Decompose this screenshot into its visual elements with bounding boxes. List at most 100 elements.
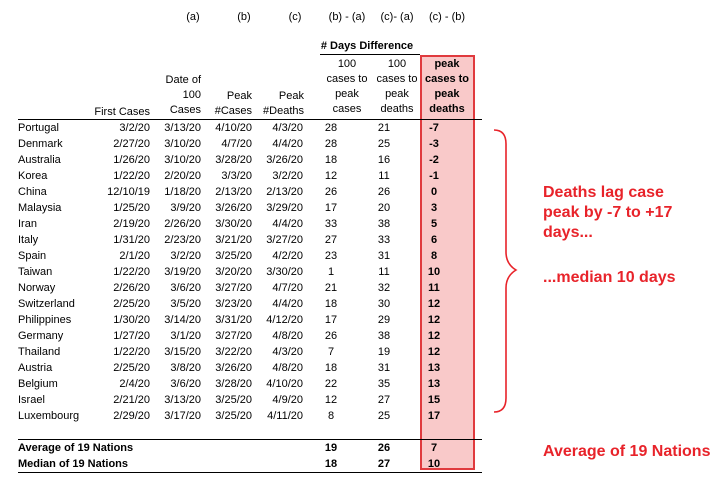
cell-date-100-cases: 3/9/20 — [170, 202, 201, 214]
cell-days-100-to-peak-deaths: 27 — [377, 394, 391, 406]
cell-days-peak-cases-to-peak-deaths: 6 — [430, 234, 438, 246]
cell-date-100-cases: 3/6/20 — [170, 282, 201, 294]
table-row: Norway 2/26/20 3/6/20 3/27/20 4/7/20 21 32 11 — [18, 280, 459, 296]
table-row: Thailand 1/22/20 3/15/20 3/22/20 4/3/20 7 19 12 — [18, 344, 459, 360]
cell-days-peak-cases-to-peak-deaths: -3 — [429, 138, 439, 150]
days-difference-underline — [320, 54, 420, 55]
cell-peak-deaths: 4/8/20 — [272, 330, 303, 342]
cell-first-cases: 2/19/20 — [113, 218, 150, 230]
summary-peak-deaths: 26 — [377, 442, 391, 454]
cell-peak-cases: 2/13/20 — [215, 186, 252, 198]
cell-peak-cases: 3/26/20 — [215, 202, 252, 214]
header-date-100-cases: Date of 100 Cases — [165, 74, 201, 116]
annotation-deaths-lag: Deaths lag case peak by -7 to +17 days..… — [543, 184, 673, 241]
cell-peak-deaths: 4/4/20 — [272, 138, 303, 150]
cell-peak-deaths: 4/4/20 — [272, 298, 303, 310]
cell-date-100-cases: 1/18/20 — [164, 186, 201, 198]
cell-first-cases: 1/25/20 — [113, 202, 150, 214]
cell-days-100-to-peak-cases: 33 — [324, 218, 338, 230]
cell-days-peak-cases-to-peak-deaths: 5 — [430, 218, 438, 230]
cell-first-cases: 2/27/20 — [113, 138, 150, 150]
cell-peak-cases: 3/27/20 — [215, 330, 252, 342]
cell-country: Korea — [18, 170, 48, 182]
summary-peak-cases: 18 — [324, 458, 338, 470]
table-row: Italy 1/31/20 2/23/20 3/21/20 3/27/20 27 33 6 — [18, 232, 459, 248]
cell-peak-deaths: 4/10/20 — [266, 378, 303, 390]
cell-date-100-cases: 3/14/20 — [164, 314, 201, 326]
cell-first-cases: 2/29/20 — [113, 410, 150, 422]
cell-peak-deaths: 4/12/20 — [266, 314, 303, 326]
summary-row: Average of 19 Nations 19 26 7 — [18, 440, 459, 456]
cell-first-cases: 1/31/20 — [113, 234, 150, 246]
cell-days-100-to-peak-deaths: 33 — [377, 234, 391, 246]
summary-top-rule — [18, 439, 482, 440]
cell-days-peak-cases-to-peak-deaths: 12 — [427, 314, 441, 326]
cell-days-peak-cases-to-peak-deaths: 11 — [428, 282, 440, 294]
cell-days-peak-cases-to-peak-deaths: 12 — [427, 298, 441, 310]
cell-date-100-cases: 2/23/20 — [164, 234, 201, 246]
cell-peak-cases: 3/21/20 — [215, 234, 252, 246]
cell-date-100-cases: 3/15/20 — [164, 346, 201, 358]
cell-days-100-to-peak-cases: 12 — [324, 394, 338, 406]
cell-days-100-to-peak-cases: 21 — [324, 282, 338, 294]
cell-country: Germany — [18, 330, 64, 342]
cell-days-peak-cases-to-peak-deaths: 10 — [427, 266, 441, 278]
table-row: Iran 2/19/20 2/26/20 3/30/20 4/4/20 33 38 5 — [18, 216, 459, 232]
cell-days-100-to-peak-cases: 23 — [324, 250, 338, 262]
cell-days-100-to-peak-deaths: 20 — [377, 202, 391, 214]
cell-days-100-to-peak-cases: 26 — [324, 330, 338, 342]
table-row: Germany 1/27/20 3/1/20 3/27/20 4/8/20 26 38 12 — [18, 328, 459, 344]
cell-days-100-to-peak-deaths: 19 — [377, 346, 391, 358]
summary-bottom-rule — [18, 472, 482, 473]
summary-label: Median of 19 Nations — [18, 458, 129, 470]
cell-days-100-to-peak-cases: 18 — [324, 154, 338, 166]
cell-days-100-to-peak-cases: 26 — [324, 186, 338, 198]
cell-peak-deaths: 4/7/20 — [272, 282, 303, 294]
annotation-average: Average of 19 Nations — [543, 443, 711, 460]
summary-peak-to-peak: 10 — [427, 458, 441, 470]
cell-country: Italy — [18, 234, 39, 246]
cell-days-peak-cases-to-peak-deaths: -7 — [429, 122, 439, 134]
table-row: Taiwan 1/22/20 3/19/20 3/20/20 3/30/20 1 11 10 — [18, 264, 459, 280]
cell-days-peak-cases-to-peak-deaths: 8 — [430, 250, 438, 262]
cell-days-100-to-peak-deaths: 11 — [378, 170, 390, 182]
cell-peak-cases: 3/28/20 — [215, 154, 252, 166]
cell-peak-cases: 3/28/20 — [215, 378, 252, 390]
table-row: Israel 2/21/20 3/13/20 3/25/20 4/9/20 12 27 15 — [18, 392, 459, 408]
cell-days-100-to-peak-cases: 18 — [324, 362, 338, 374]
cell-date-100-cases: 3/1/20 — [170, 330, 201, 342]
table-row: Spain 2/1/20 3/2/20 3/25/20 4/2/20 23 31 8 — [18, 248, 459, 264]
table-row: Austria 2/25/20 3/8/20 3/26/20 4/8/20 18 31 13 — [18, 360, 459, 376]
cell-peak-cases: 4/10/20 — [215, 122, 252, 134]
cell-days-peak-cases-to-peak-deaths: 17 — [427, 410, 441, 422]
cell-days-100-to-peak-deaths: 11 — [378, 266, 390, 278]
cell-days-peak-cases-to-peak-deaths: 3 — [430, 202, 438, 214]
cell-peak-deaths: 3/2/20 — [272, 170, 303, 182]
col-letter-c-minus-a: (c)- (a) — [380, 11, 414, 23]
col-letter-b-minus-a: (b) - (a) — [328, 11, 366, 23]
cell-date-100-cases: 2/26/20 — [164, 218, 201, 230]
cell-first-cases: 3/2/20 — [119, 122, 150, 134]
table-row: Philippines 1/30/20 3/14/20 3/31/20 4/12/20 1… — [18, 312, 459, 328]
cell-first-cases: 1/22/20 — [113, 266, 150, 278]
cell-days-100-to-peak-deaths: 25 — [377, 138, 391, 150]
summary-table: Average of 19 Nations 19 26 7 Median of 19 N… — [18, 440, 459, 472]
cell-peak-cases: 3/26/20 — [215, 362, 252, 374]
header-underline — [18, 119, 482, 120]
cell-days-100-to-peak-cases: 17 — [324, 202, 338, 214]
cell-days-100-to-peak-cases: 18 — [324, 298, 338, 310]
cell-days-100-to-peak-deaths: 38 — [377, 330, 391, 342]
cell-first-cases: 1/27/20 — [113, 330, 150, 342]
data-table: Portugal 3/2/20 3/13/20 4/10/20 4/3/20 28 21 -7… — [18, 120, 459, 424]
cell-days-100-to-peak-cases: 17 — [324, 314, 338, 326]
cell-country: Malaysia — [18, 202, 62, 214]
cell-days-100-to-peak-deaths: 21 — [377, 122, 391, 134]
cell-days-100-to-peak-deaths: 30 — [377, 298, 391, 310]
cell-days-peak-cases-to-peak-deaths: 0 — [430, 186, 438, 198]
cell-days-peak-cases-to-peak-deaths: 12 — [427, 346, 441, 358]
header-peak-deaths: Peak #Deaths — [263, 90, 304, 117]
cell-peak-deaths: 3/29/20 — [266, 202, 303, 214]
cell-peak-deaths: 4/8/20 — [272, 362, 303, 374]
cell-peak-deaths: 4/2/20 — [272, 250, 303, 262]
cell-days-100-to-peak-cases: 28 — [324, 138, 338, 150]
